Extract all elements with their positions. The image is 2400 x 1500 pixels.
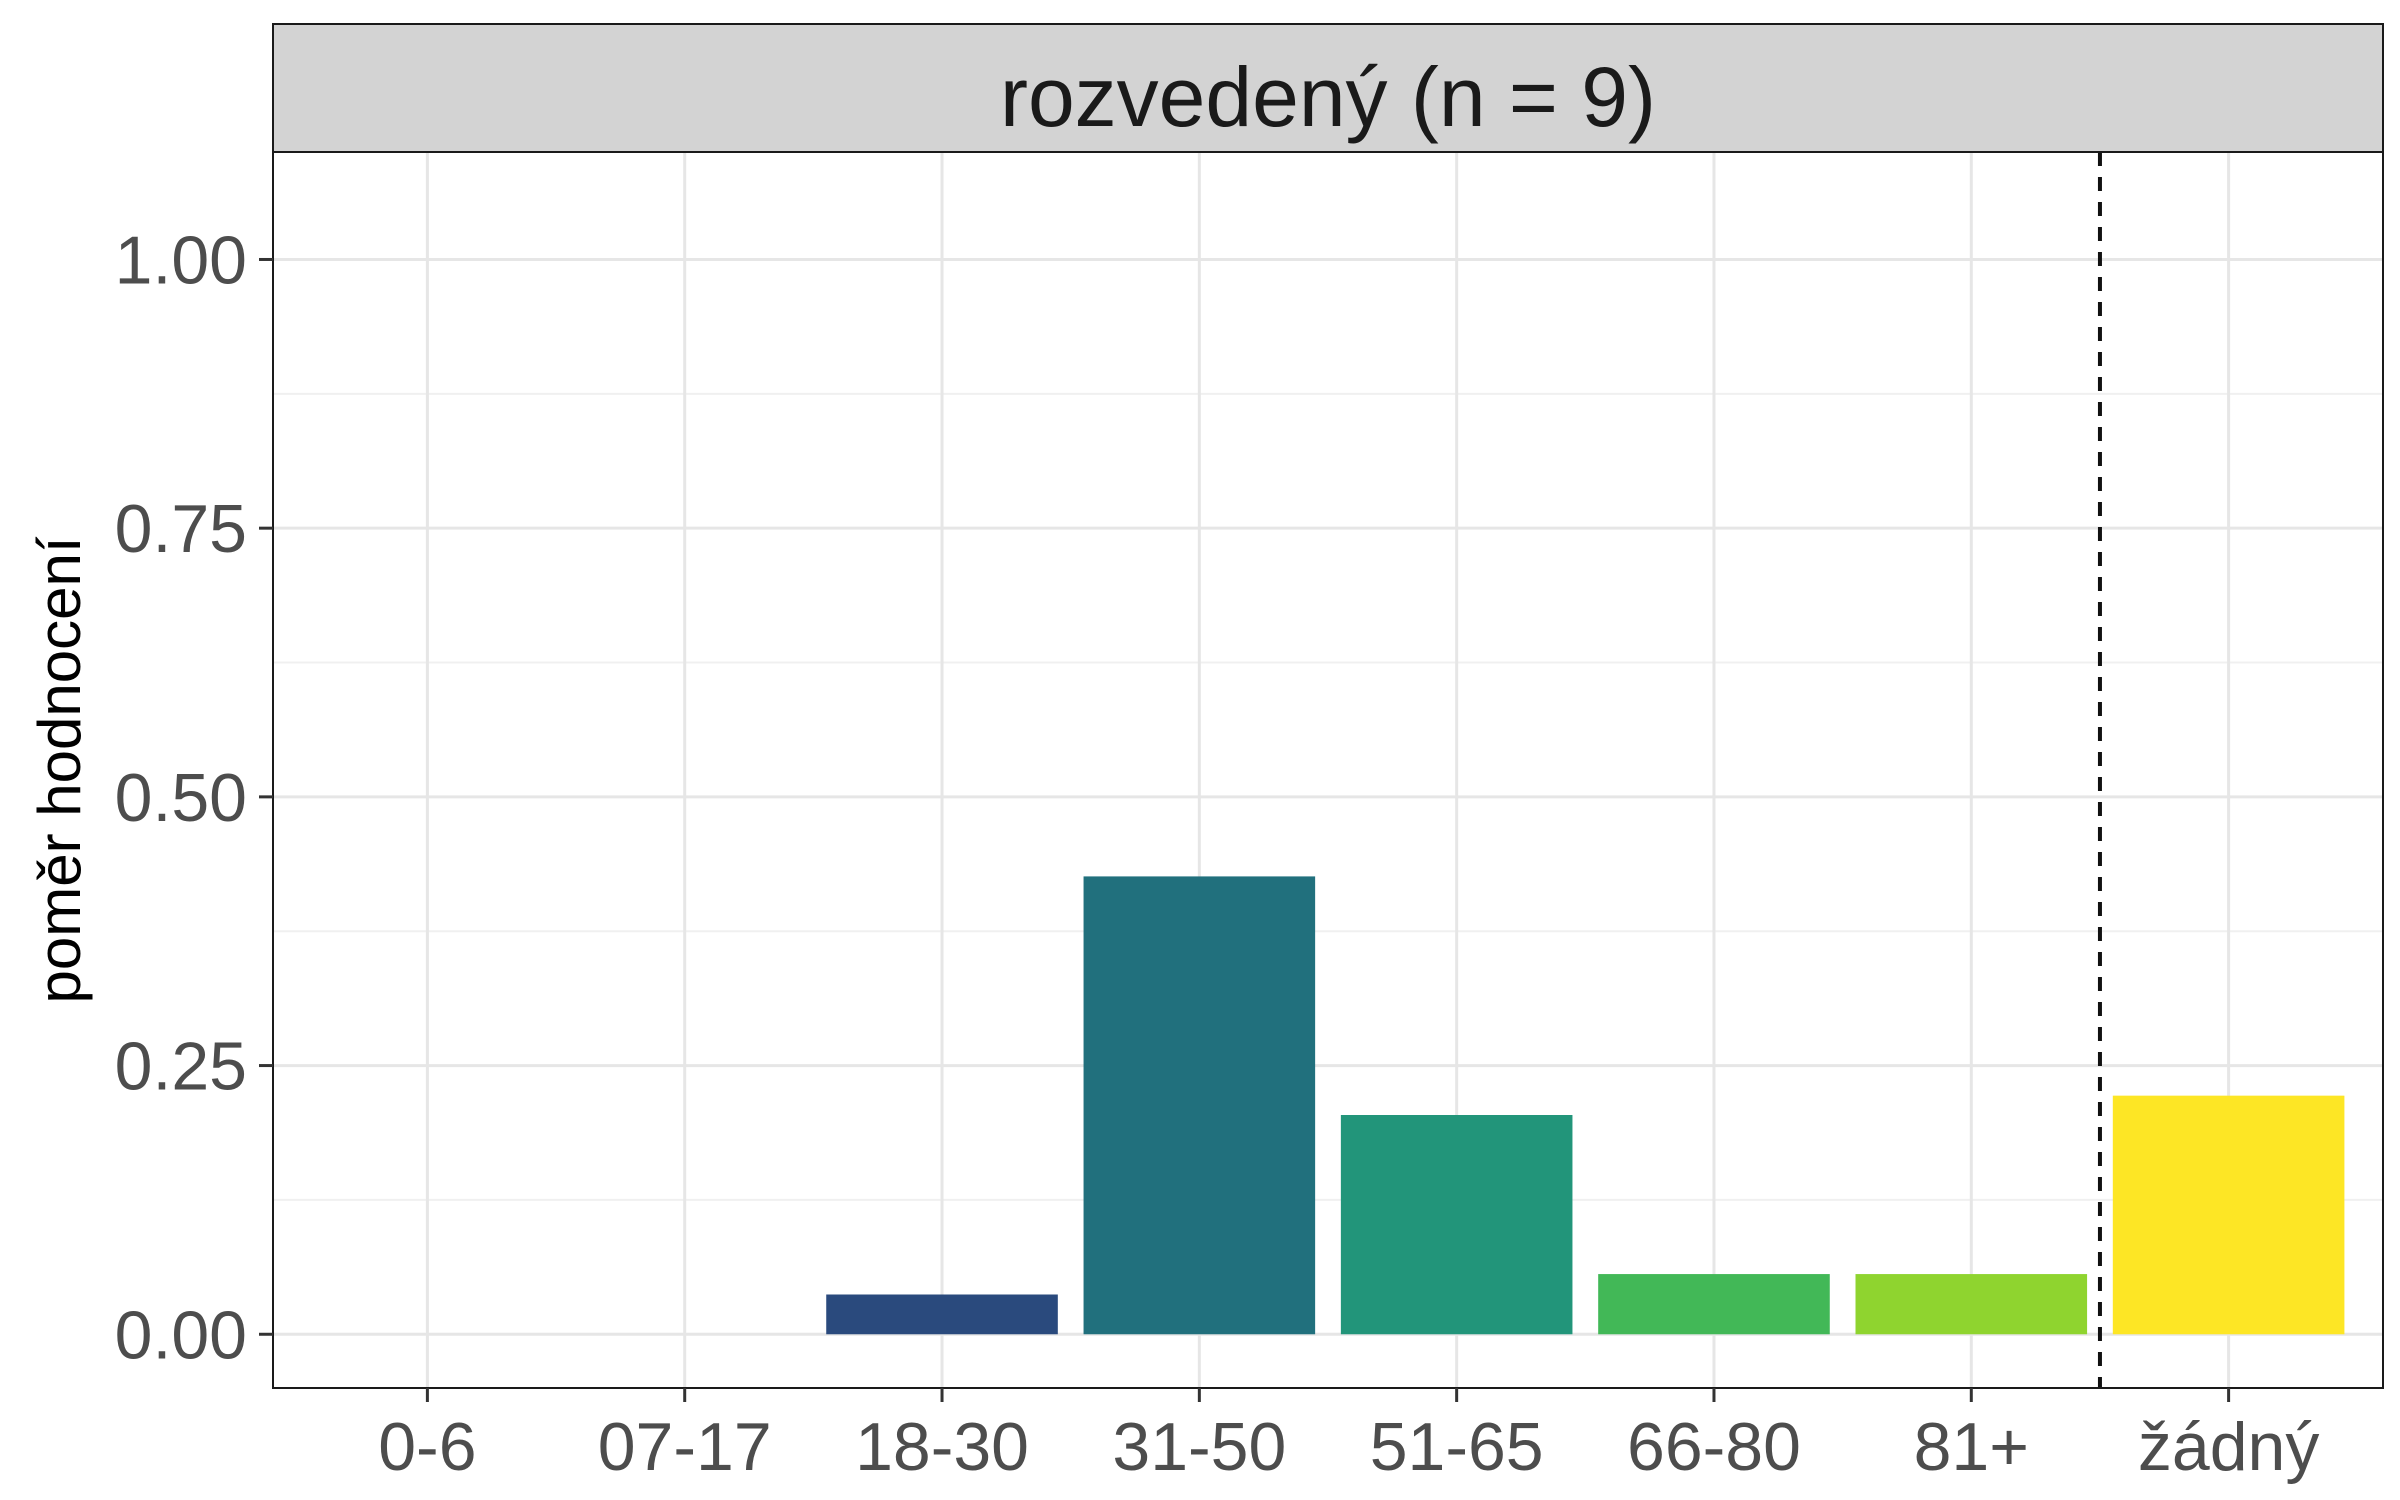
x-tick-label: 18-30	[855, 1409, 1029, 1485]
x-tick-label: 0-6	[378, 1409, 476, 1485]
x-tick-label: 81+	[1914, 1409, 2029, 1485]
bar-51-65	[1340, 1115, 1573, 1335]
grid-lines	[273, 152, 2383, 1388]
y-tick-label: 0.50	[115, 760, 247, 836]
x-tick-label: 07-17	[598, 1409, 772, 1485]
y-tick-label: 0.00	[115, 1297, 247, 1373]
bar-žádný	[2112, 1095, 2345, 1335]
y-tick-label: 0.25	[115, 1029, 247, 1105]
facet-strip	[272, 23, 2384, 153]
x-tick-label: žádný	[2138, 1409, 2319, 1485]
y-tick-label: 0.75	[115, 491, 247, 567]
bar-18-30	[826, 1294, 1058, 1335]
x-tick-label: 66-80	[1627, 1409, 1801, 1485]
x-axis: 0-6 07-17 18-30 31-50 51-65 66-80 81+ žádný	[378, 1388, 2319, 1485]
bar-81+	[1855, 1274, 2088, 1335]
plot-panel	[273, 152, 2383, 1388]
y-axis: 0.00 0.25 0.50 0.75 1.00	[115, 222, 273, 1373]
y-tick-label: 1.00	[115, 222, 247, 298]
facet-title: rozvedený (n = 9)	[1000, 50, 1656, 144]
bars	[826, 876, 2345, 1335]
bar-66-80	[1598, 1274, 1830, 1335]
y-axis-label: poměr hodnocení	[26, 536, 93, 1003]
bar-31-50	[1083, 876, 1316, 1335]
x-tick-label: 31-50	[1112, 1409, 1286, 1485]
plot-border	[272, 151, 2384, 1389]
x-tick-label: 51-65	[1370, 1409, 1544, 1485]
